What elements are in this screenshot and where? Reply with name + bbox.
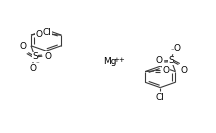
Text: ⁻: ⁻ — [171, 49, 175, 55]
Text: ++: ++ — [113, 57, 125, 63]
Text: O: O — [180, 66, 187, 75]
Text: Mg: Mg — [103, 57, 116, 66]
Text: O: O — [19, 42, 26, 51]
Text: O: O — [29, 64, 36, 73]
Text: O: O — [173, 44, 180, 53]
Text: O: O — [44, 52, 51, 61]
Text: S: S — [168, 56, 174, 65]
Text: O: O — [162, 66, 169, 75]
Text: ⁻: ⁻ — [35, 61, 39, 67]
Text: S: S — [32, 52, 38, 61]
Text: Cl: Cl — [156, 93, 165, 101]
Text: Cl: Cl — [43, 28, 52, 37]
Text: O: O — [155, 56, 162, 65]
Text: O: O — [36, 30, 43, 39]
